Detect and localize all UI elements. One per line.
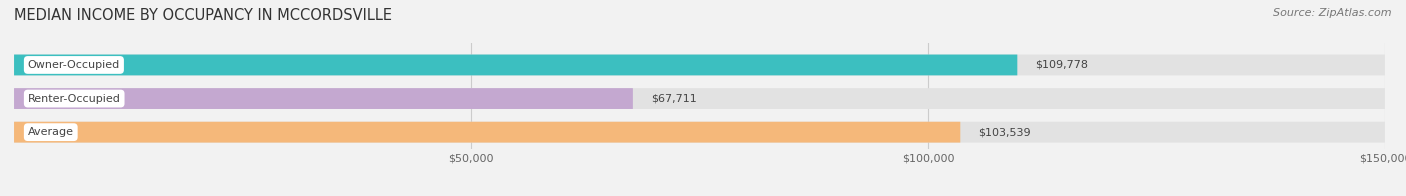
- Text: MEDIAN INCOME BY OCCUPANCY IN MCCORDSVILLE: MEDIAN INCOME BY OCCUPANCY IN MCCORDSVIL…: [14, 8, 392, 23]
- FancyBboxPatch shape: [14, 122, 1385, 142]
- FancyBboxPatch shape: [14, 54, 1385, 75]
- Text: $67,711: $67,711: [651, 93, 697, 103]
- FancyBboxPatch shape: [14, 54, 1018, 75]
- FancyBboxPatch shape: [14, 88, 1385, 109]
- Text: $109,778: $109,778: [1036, 60, 1088, 70]
- Text: Renter-Occupied: Renter-Occupied: [28, 93, 121, 103]
- FancyBboxPatch shape: [14, 88, 633, 109]
- Text: $103,539: $103,539: [979, 127, 1031, 137]
- Text: Owner-Occupied: Owner-Occupied: [28, 60, 120, 70]
- Text: Source: ZipAtlas.com: Source: ZipAtlas.com: [1274, 8, 1392, 18]
- FancyBboxPatch shape: [14, 122, 960, 142]
- Text: Average: Average: [28, 127, 73, 137]
